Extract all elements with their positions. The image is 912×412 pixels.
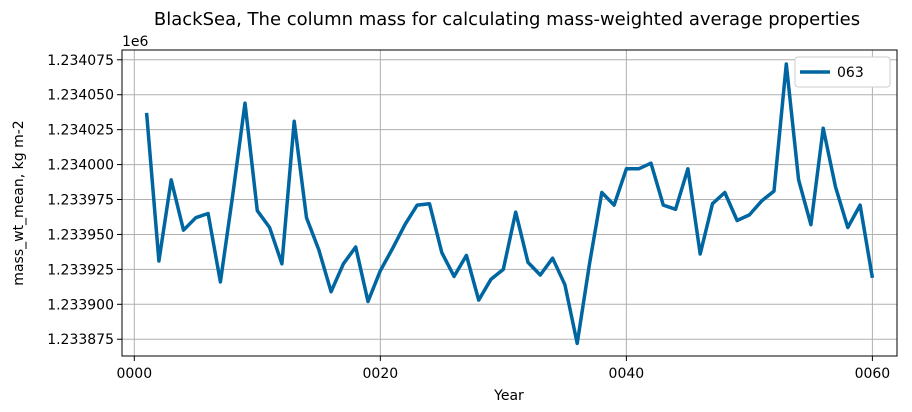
y-tick-label: 1.233875 <box>47 332 114 348</box>
series-line-063 <box>144 62 875 346</box>
y-tick-label: 1.234025 <box>47 123 114 139</box>
y-tick-label: 1.233950 <box>47 227 114 243</box>
plot-frame <box>121 49 898 357</box>
y-axis-offset-text: 1e6 <box>122 34 149 50</box>
y-tick-label: 1.234000 <box>47 158 114 174</box>
x-axis-label: Year <box>493 388 524 404</box>
x-tick-label: 0020 <box>363 366 399 382</box>
x-axis: 0000 0020 0040 0060 <box>116 356 890 382</box>
series-layer <box>144 62 875 346</box>
x-tick-label: 0060 <box>855 366 891 382</box>
x-tick-label: 0040 <box>609 366 645 382</box>
x-tick-label: 0000 <box>116 366 152 382</box>
grid <box>122 50 897 356</box>
y-tick-label: 1.233925 <box>47 262 114 278</box>
y-axis-label: mass_wt_mean, kg m-2 <box>11 120 27 285</box>
legend: 063 <box>794 56 891 88</box>
legend-label-063: 063 <box>837 65 864 81</box>
y-tick-label: 1.233900 <box>47 297 114 313</box>
y-axis: 1.233875 1.233900 1.233925 1.233950 1.233975… <box>47 53 122 348</box>
y-tick-label: 1.233975 <box>47 193 114 209</box>
y-tick-label: 1.234075 <box>47 53 114 69</box>
y-tick-label: 1.234050 <box>47 88 114 104</box>
legend-box <box>794 56 891 88</box>
chart-title: BlackSea, The column mass for calculatin… <box>154 9 860 30</box>
